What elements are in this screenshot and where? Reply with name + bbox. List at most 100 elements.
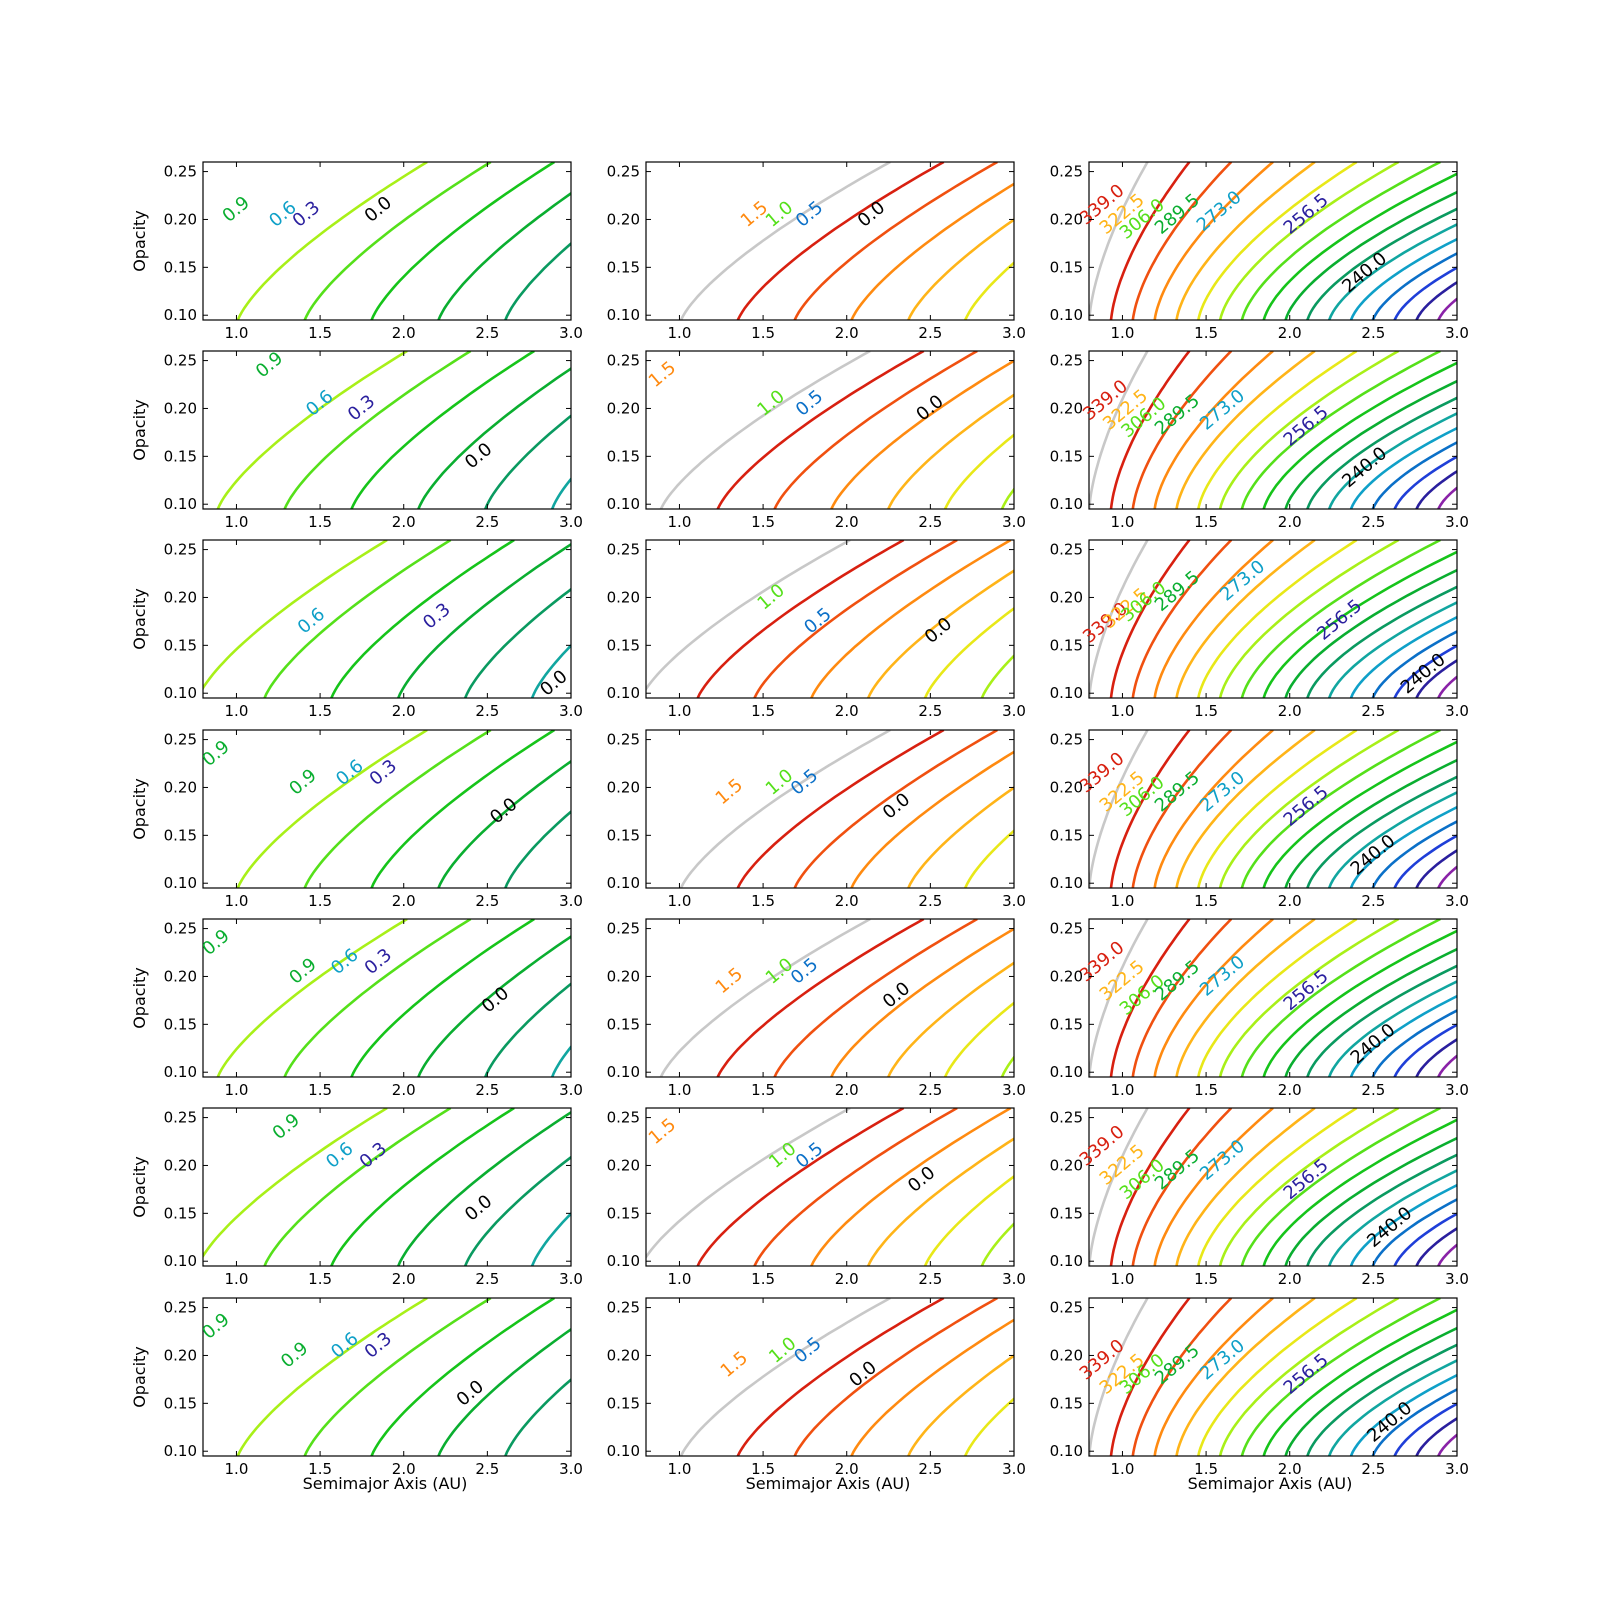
- x-tick-label: 1.0: [668, 702, 692, 720]
- y-tick-label: 0.15: [1050, 447, 1083, 465]
- contour-line: [1109, 162, 1191, 320]
- contour-line: [1059, 351, 1245, 509]
- contour-label: 0.9: [285, 765, 320, 799]
- plot-frame: [645, 350, 1015, 510]
- x-tick-label: 1.5: [1194, 1081, 1218, 1099]
- y-tick-label: 0.25: [164, 1299, 197, 1317]
- contour-line: [1153, 351, 1274, 509]
- contour-line: [1460, 1108, 1600, 1266]
- x-tick-label: 3.0: [1002, 324, 1026, 342]
- contour-label: 0.9: [198, 1309, 233, 1343]
- y-tick-label: 0.15: [164, 1204, 197, 1222]
- y-tick-label: 0.10: [1050, 1442, 1083, 1460]
- contour-line: [1153, 1298, 1274, 1456]
- y-tick-label: 0.15: [607, 826, 640, 844]
- y-tick-label: 0.10: [607, 874, 640, 892]
- contour-line: [484, 414, 571, 509]
- x-tick-label: 2.0: [392, 1460, 416, 1478]
- y-tick-label: 0.15: [1050, 636, 1083, 654]
- x-tick-label: 1.5: [751, 513, 775, 531]
- contour-line: [504, 241, 571, 320]
- contour-line: [1349, 994, 1457, 1077]
- contour-line: [1089, 162, 1149, 320]
- contour-line: [1284, 190, 1457, 320]
- contour-line: [933, 540, 1086, 698]
- contour-label: 273.0: [1216, 556, 1269, 605]
- contour-line: [1371, 1197, 1457, 1266]
- contour-line: [954, 919, 1107, 1077]
- contour-lines: [1089, 162, 1457, 320]
- contour-line: [1240, 351, 1441, 509]
- y-tick-label: 0.15: [164, 636, 197, 654]
- x-tick-label: 2.0: [1278, 1081, 1302, 1099]
- contour-label: 0.9: [198, 736, 233, 770]
- contour-label: 1.5: [645, 357, 680, 391]
- y-tick-label: 0.15: [607, 636, 640, 654]
- x-axis-label-col-1: Semimajor Axis (AU): [303, 1474, 468, 1493]
- x-tick-label: 3.0: [1445, 1460, 1469, 1478]
- contour-line: [800, 1108, 960, 1266]
- contour-line: [1393, 644, 1457, 698]
- contour-line: [1240, 730, 1441, 888]
- contour-line: [1460, 1298, 1600, 1456]
- y-tick-label: 0.25: [1050, 920, 1083, 938]
- x-tick-label: 1.5: [308, 1270, 332, 1288]
- contour-line: [1131, 919, 1233, 1077]
- contour-line: [679, 1298, 891, 1456]
- y-tick-label: 0.25: [164, 541, 197, 559]
- contour-line: [1175, 1108, 1316, 1266]
- contour-line: [1415, 658, 1457, 698]
- contour-line: [820, 351, 979, 509]
- contour-line: [1327, 601, 1457, 698]
- y-axis-label: Opacity: [130, 778, 149, 840]
- contour-line: [1437, 297, 1457, 320]
- y-tick-label: 0.15: [607, 1394, 640, 1412]
- y-tick-label: 0.25: [607, 1109, 640, 1127]
- panel-r2-c2: 1.51.0 0.5 0.01.0 1.5 2.0 2.5 3.00.100.150.200…: [607, 350, 1600, 531]
- contour-line: [1327, 980, 1457, 1077]
- contour-line: [1371, 1009, 1457, 1077]
- y-tick-label: 0.20: [164, 1346, 197, 1364]
- contour-line: [619, 919, 788, 1077]
- y-tick-label: 0.10: [1050, 1063, 1083, 1081]
- plot-frame: [202, 350, 572, 510]
- y-tick-label: 0.25: [164, 352, 197, 370]
- contour-line: [1571, 351, 1600, 509]
- plot-frame: [202, 1297, 572, 1457]
- contour-line: [283, 919, 472, 1077]
- x-tick-label: 1.0: [1111, 1081, 1135, 1099]
- contour-label: 0.0: [453, 1376, 488, 1410]
- contour-line: [773, 162, 936, 320]
- y-tick-label: 0.10: [1050, 684, 1083, 702]
- contour-line: [1175, 919, 1316, 1077]
- contour-line: [1327, 1169, 1457, 1266]
- contour-line: [1089, 1298, 1149, 1456]
- contour-line: [1284, 1136, 1457, 1266]
- contour-line: [1323, 1108, 1492, 1266]
- x-tick-label: 2.5: [475, 513, 499, 531]
- contour-line: [1591, 162, 1600, 320]
- contour-line: [810, 540, 1012, 698]
- contour-line: [980, 1221, 1014, 1266]
- contour-label: 0.5: [800, 604, 835, 638]
- contour-line: [1482, 540, 1600, 698]
- x-tick-label: 2.5: [475, 1081, 499, 1099]
- contour-line: [1437, 486, 1457, 509]
- contour-line: [1460, 919, 1600, 1077]
- contour-line: [1371, 1387, 1457, 1456]
- contour-line: [1482, 1108, 1600, 1266]
- contour-label: 0.3: [419, 599, 454, 633]
- contour-line: [1514, 919, 1600, 1077]
- contour-line: [1327, 791, 1457, 888]
- plot-frame: [202, 539, 572, 699]
- contour-line: [1284, 758, 1457, 888]
- panel-r7-c2: 1.5 1.00.50.01.0 1.5 2.0 2.5 3.00.100.150.200…: [607, 1297, 1026, 1478]
- x-axis-label-col-2: Semimajor Axis (AU): [746, 1474, 911, 1493]
- x-tick-label: 2.0: [1278, 513, 1302, 531]
- contour-line: [370, 162, 555, 320]
- contour-line: [773, 351, 978, 509]
